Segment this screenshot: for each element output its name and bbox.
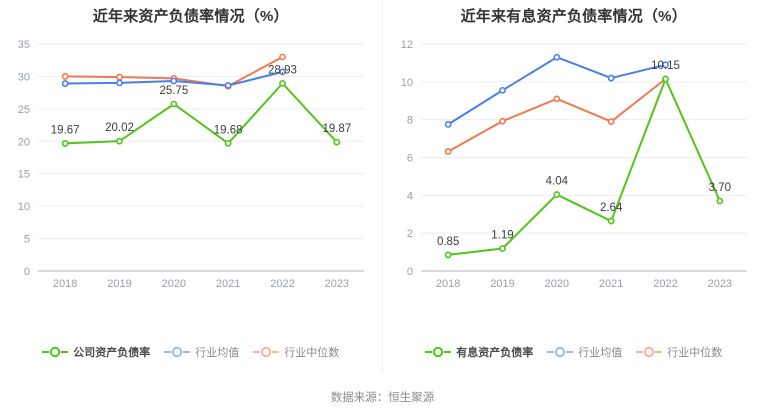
legend-label: 行业均值 bbox=[578, 347, 623, 359]
svg-text:10: 10 bbox=[400, 77, 412, 89]
legend-item-company-asset-liability-ratio[interactable]: 公司资产负债率 bbox=[42, 344, 150, 360]
svg-text:8: 8 bbox=[406, 115, 412, 127]
svg-text:2021: 2021 bbox=[598, 278, 622, 290]
svg-text:2022: 2022 bbox=[270, 278, 294, 290]
svg-text:2022: 2022 bbox=[653, 278, 677, 290]
svg-text:0.85: 0.85 bbox=[436, 236, 458, 248]
chart-title-right: 近年来有息资产负债率情况（%） bbox=[460, 8, 687, 25]
svg-text:2020: 2020 bbox=[544, 278, 568, 290]
svg-text:3.70: 3.70 bbox=[708, 182, 730, 194]
svg-text:12: 12 bbox=[400, 39, 412, 51]
legend-item-industry-median[interactable]: 行业中位数 bbox=[253, 344, 339, 360]
svg-text:20.02: 20.02 bbox=[105, 122, 134, 134]
svg-text:28.93: 28.93 bbox=[268, 64, 297, 76]
legend-label: 有息资产负债率 bbox=[456, 347, 534, 359]
svg-text:19.67: 19.67 bbox=[51, 124, 80, 136]
chart-title-left: 近年来资产负债率情况（%） bbox=[92, 8, 289, 25]
panel-interest-bearing-asset-liability-ratio: 近年来有息资产负债率情况（%） 0 2 4 6 8 10 12 2018 2019 2020 202… bbox=[383, 0, 765, 372]
legend-item-industry-median[interactable]: 行业中位数 bbox=[636, 344, 722, 360]
legend-item-industry-average[interactable]: 行业均值 bbox=[547, 344, 622, 360]
svg-text:2019: 2019 bbox=[490, 278, 514, 290]
svg-text:10: 10 bbox=[18, 201, 30, 213]
svg-text:19.87: 19.87 bbox=[322, 123, 351, 135]
panel-asset-liability-ratio: 近年来资产负债率情况（%） 0 5 10 15 20 25 30 35 2018 2019 2020… bbox=[0, 0, 383, 372]
svg-text:35: 35 bbox=[18, 39, 30, 51]
legend-marker-icon bbox=[547, 346, 574, 358]
svg-text:2018: 2018 bbox=[53, 278, 77, 290]
svg-text:19.68: 19.68 bbox=[214, 124, 243, 136]
legend-label: 公司资产负债率 bbox=[73, 347, 151, 359]
svg-text:5: 5 bbox=[24, 234, 30, 246]
legend-left: 公司资产负债率 行业均值 bbox=[0, 344, 382, 360]
legend-marker-icon bbox=[42, 346, 69, 358]
svg-text:2020: 2020 bbox=[162, 278, 186, 290]
legend-marker-icon bbox=[253, 346, 280, 358]
svg-text:30: 30 bbox=[18, 71, 30, 83]
svg-text:2: 2 bbox=[406, 228, 412, 240]
legend-item-industry-average[interactable]: 行业均值 bbox=[164, 344, 239, 360]
svg-text:2021: 2021 bbox=[216, 278, 240, 290]
legend-right: 有息资产负债率 行业均值 bbox=[383, 344, 765, 360]
svg-text:4: 4 bbox=[406, 190, 412, 202]
svg-text:2023: 2023 bbox=[707, 278, 731, 290]
legend-label: 行业均值 bbox=[195, 347, 240, 359]
legend-marker-icon bbox=[636, 346, 663, 358]
legend-item-interest-bearing-ratio[interactable]: 有息资产负债率 bbox=[425, 344, 533, 360]
legend-marker-icon bbox=[425, 346, 452, 358]
svg-text:0: 0 bbox=[406, 266, 412, 278]
svg-text:2.64: 2.64 bbox=[599, 202, 622, 214]
svg-text:1.19: 1.19 bbox=[491, 229, 513, 241]
legend-marker-icon bbox=[164, 346, 191, 358]
legend-label: 行业中位数 bbox=[667, 347, 723, 359]
svg-text:2023: 2023 bbox=[325, 278, 349, 290]
plot-area-right: 0 2 4 6 8 10 12 2018 2019 2020 2021 2022 2023 0.85 1.1… bbox=[383, 34, 765, 309]
svg-text:25: 25 bbox=[18, 104, 30, 116]
svg-text:20: 20 bbox=[18, 136, 30, 148]
svg-text:4.04: 4.04 bbox=[545, 176, 568, 188]
legend-label: 行业中位数 bbox=[284, 347, 340, 359]
svg-text:2019: 2019 bbox=[107, 278, 131, 290]
data-source-note: 数据来源：恒生聚源 bbox=[330, 392, 435, 404]
svg-text:6: 6 bbox=[406, 153, 412, 165]
svg-text:2018: 2018 bbox=[435, 278, 459, 290]
svg-text:25.75: 25.75 bbox=[159, 85, 188, 97]
svg-text:15: 15 bbox=[18, 169, 30, 181]
svg-text:10.15: 10.15 bbox=[651, 60, 680, 72]
plot-area-left: 0 5 10 15 20 25 30 35 2018 2019 2020 2021 2022 2023 19… bbox=[0, 34, 382, 309]
chart-panels: 近年来资产负债率情况（%） 0 5 10 15 20 25 30 35 2018 2019 2020… bbox=[0, 0, 765, 372]
svg-text:0: 0 bbox=[24, 266, 30, 278]
